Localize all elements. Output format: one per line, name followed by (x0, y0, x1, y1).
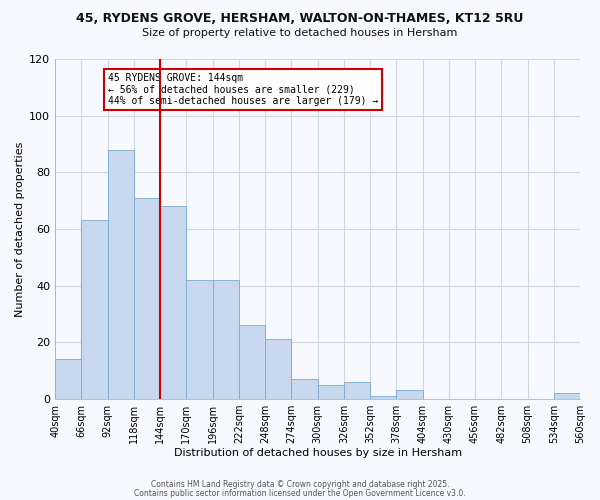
Bar (370, 396, 397, 399)
Bar (239, 326, 265, 399)
Bar (554, 394, 580, 399)
Text: 45 RYDENS GROVE: 144sqm
← 56% of detached houses are smaller (229)
44% of semi-d: 45 RYDENS GROVE: 144sqm ← 56% of detache… (107, 73, 378, 106)
Bar (397, 390, 422, 399)
Bar (344, 382, 370, 399)
Bar (134, 198, 160, 399)
Bar (317, 385, 344, 399)
Bar (292, 379, 317, 399)
Text: Size of property relative to detached houses in Hersham: Size of property relative to detached ho… (142, 28, 458, 38)
Bar (160, 206, 187, 399)
Bar (265, 340, 292, 399)
Bar (107, 150, 134, 399)
X-axis label: Distribution of detached houses by size in Hersham: Distribution of detached houses by size … (173, 448, 461, 458)
Text: Contains public sector information licensed under the Open Government Licence v3: Contains public sector information licen… (134, 488, 466, 498)
Bar (82, 220, 107, 399)
Bar (55, 360, 82, 399)
Text: 45, RYDENS GROVE, HERSHAM, WALTON-ON-THAMES, KT12 5RU: 45, RYDENS GROVE, HERSHAM, WALTON-ON-THA… (76, 12, 524, 26)
Bar (187, 280, 212, 399)
Text: Contains HM Land Registry data © Crown copyright and database right 2025.: Contains HM Land Registry data © Crown c… (151, 480, 449, 489)
Bar (212, 280, 239, 399)
Y-axis label: Number of detached properties: Number of detached properties (15, 142, 25, 316)
